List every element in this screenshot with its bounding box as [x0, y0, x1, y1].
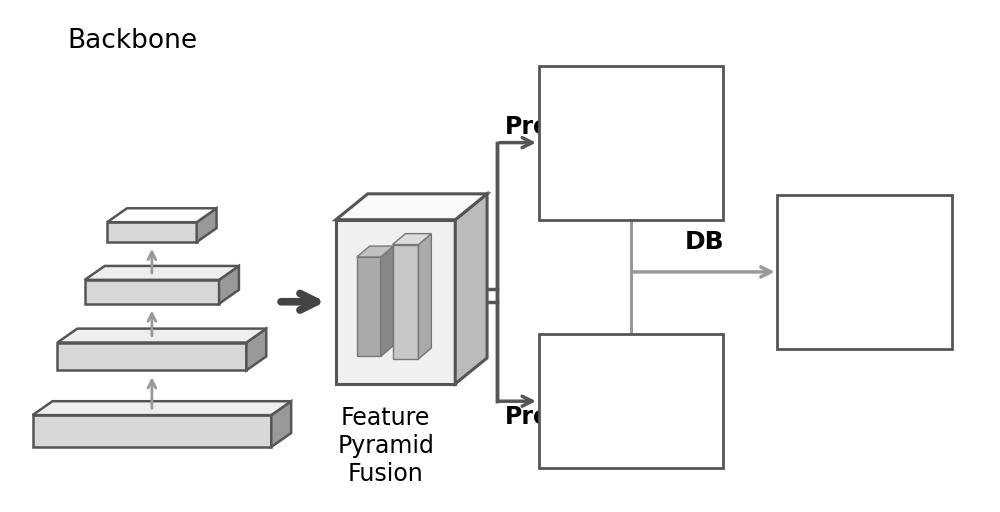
Text: Feature
Pyramid
Fusion: Feature Pyramid Fusion	[337, 406, 434, 486]
Polygon shape	[393, 233, 431, 245]
Polygon shape	[85, 280, 219, 304]
Text: Pred: Pred	[505, 405, 567, 429]
FancyBboxPatch shape	[539, 334, 723, 468]
Polygon shape	[381, 246, 394, 356]
Polygon shape	[246, 329, 266, 370]
Polygon shape	[393, 245, 418, 359]
Polygon shape	[219, 266, 239, 304]
Text: Pred: Pred	[505, 115, 567, 139]
FancyBboxPatch shape	[539, 66, 723, 220]
Polygon shape	[336, 194, 487, 220]
Text: Backbone: Backbone	[67, 28, 197, 54]
Polygon shape	[455, 194, 487, 384]
Polygon shape	[336, 220, 455, 384]
Polygon shape	[107, 222, 197, 242]
Text: Thresh
Heatmap: Thresh Heatmap	[577, 372, 685, 424]
Polygon shape	[197, 208, 217, 242]
Text: DB: DB	[684, 230, 724, 254]
Polygon shape	[33, 401, 291, 415]
Polygon shape	[271, 401, 291, 447]
Polygon shape	[57, 343, 246, 370]
Polygon shape	[33, 415, 271, 447]
Polygon shape	[107, 208, 217, 222]
Text: Probability
Heatmap: Probability Heatmap	[568, 114, 693, 165]
Polygon shape	[357, 246, 394, 257]
FancyBboxPatch shape	[777, 195, 952, 349]
Text: Binary
Heatmap: Binary Heatmap	[810, 243, 919, 295]
Polygon shape	[357, 257, 381, 356]
Polygon shape	[85, 266, 239, 280]
Polygon shape	[57, 329, 266, 343]
Polygon shape	[418, 233, 431, 359]
